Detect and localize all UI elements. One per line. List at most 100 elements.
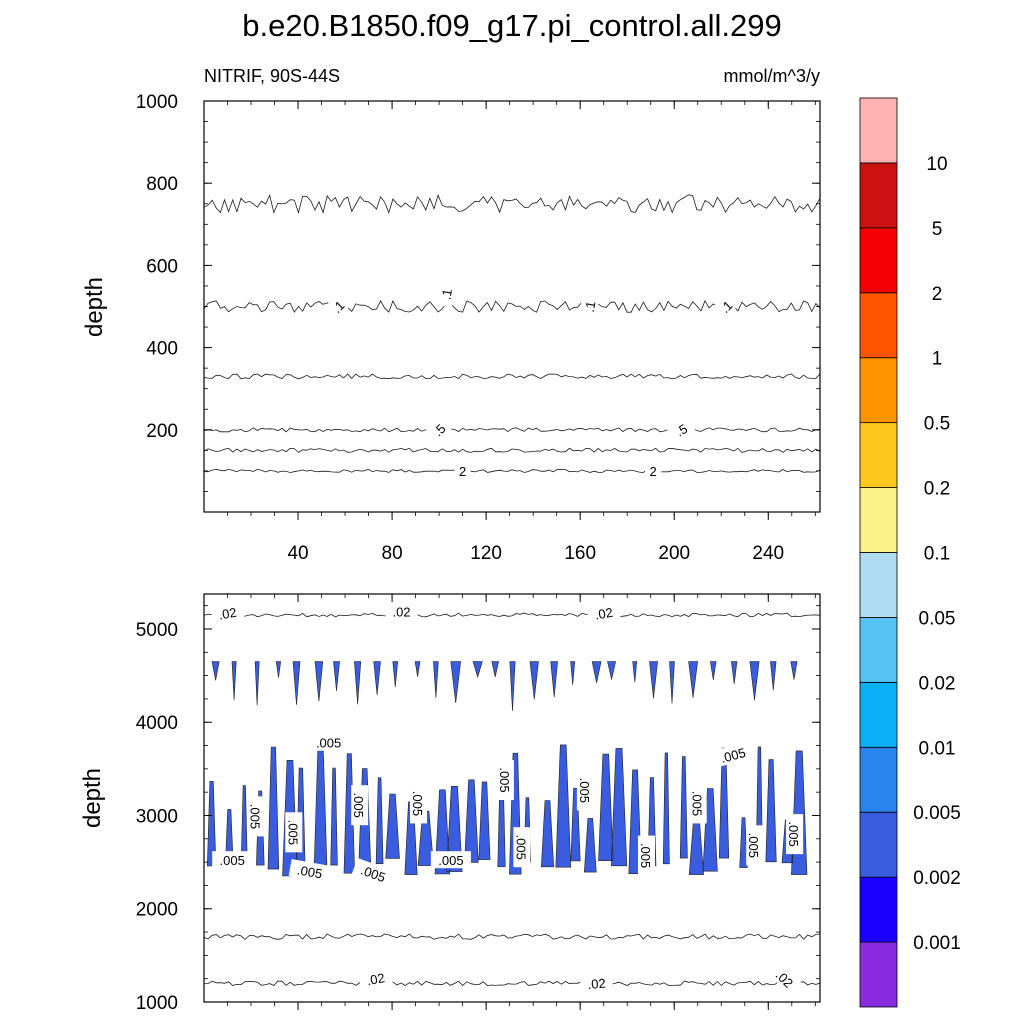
contour-label: .005 [430,851,471,869]
contour-label: .005 [689,783,707,824]
contour-label: .005 [308,733,349,751]
x-tick-label: 80 [382,543,403,564]
upper-y-axis-label: depth [81,277,108,337]
contour-label-text: .02 [217,605,237,623]
contour-label: .005 [351,858,396,888]
variable-label: NITRIF, 90S-44S [204,66,340,86]
contour-label-text: .02 [594,605,614,623]
contour-label: .005 [288,859,332,883]
y-tick-label: 4000 [136,713,178,734]
contour-label-bg [586,601,621,624]
contour-line [203,933,821,940]
colorbar-swatch [859,487,898,553]
contour-label: 2 [645,461,662,479]
contour-label: .02 [385,602,418,620]
contour-label-bg [454,461,471,479]
contour-label-text: 2 [459,464,466,479]
contour-label-bg [578,293,600,320]
contour-label-text: .005 [719,745,747,766]
contour-label: .005 [513,827,531,868]
contour-label: .005 [351,785,369,826]
contour-label-bg [210,601,245,624]
contour-label-text: .005 [359,862,388,885]
contour-label-text: .02 [365,970,385,988]
colorbar-label: 0.5 [924,414,950,435]
contour-label-bg [689,783,707,824]
contour-line [203,447,821,453]
colorbar-swatch [859,162,898,229]
y-tick-label: 800 [146,174,178,195]
colorbar-swatch [859,552,898,618]
y-tick-label: 1000 [136,993,178,1014]
y-tick-label: 3000 [136,806,178,827]
contour-label-text: .005 [296,862,324,881]
contour-label-text: .005 [438,853,463,868]
upper-depth-panel: 200 400 600 800 1000 40 80 120 160 200 240 2 2 .5 .5 .1… [136,92,821,564]
contour-label-text: .005 [497,767,512,792]
contour-label-bg [711,291,741,321]
contour-label-bg [430,851,471,869]
colorbar-label: 0.1 [924,544,950,565]
contour-label-text: .005 [690,791,705,816]
contour-label-bg [308,733,349,751]
contour-label-bg [288,859,332,883]
colorbar-swatch [859,292,898,359]
x-tick-label: 200 [658,543,690,564]
contour-label: .1 [711,291,741,321]
contour-label-text: .02 [587,976,606,993]
contour-label-bg [638,835,655,876]
colorbar-swatch [859,941,898,1008]
contour-label: .02 [767,961,803,996]
contour-label-text: .005 [410,791,425,816]
contour-label: .005 [410,783,427,824]
contour-label-bg [247,796,265,837]
contour-label: .005 [638,835,655,876]
x-tick-label: 120 [470,543,502,564]
colorbar-label: 0.002 [913,868,961,889]
y-tick-label: 600 [146,256,178,277]
contour-label-bg [513,827,531,868]
contour-label-bg [666,416,696,443]
contour-label-bg [351,858,396,888]
contour-label-text: .005 [638,843,653,868]
contour-label-text: .005 [786,821,801,846]
colorbar-label: 1 [932,349,943,370]
contour-line [203,468,821,473]
contour-label-bg [435,280,457,308]
contour-label-bg [285,812,303,853]
y-tick-label: 200 [146,421,178,442]
contour-label: .005 [247,796,265,837]
contour-label-bg [746,825,764,866]
contour-label: .02 [579,972,614,993]
contour-label: .1 [435,280,457,308]
colorbar-swatch [859,876,898,943]
contour-label-text: .005 [285,820,300,845]
contour-label-bg [645,461,662,479]
x-tick-label: 240 [752,543,784,564]
colorbar-label: 5 [932,219,943,240]
plot-frame [203,593,821,1003]
contour-label-bg [576,770,594,811]
contour-label-bg [410,783,427,824]
contour-label-bg [786,814,804,855]
near-bottom-spikes [211,661,798,712]
contour-label-text: .005 [577,778,592,803]
colorbar-swatch [859,227,898,294]
contour-label-text: .005 [316,736,341,751]
contour-label-text: .005 [351,793,366,818]
colorbar-swatch [859,617,898,683]
contour-label-text: .005 [220,853,245,868]
colorbar-swatch [859,746,898,813]
lower-depth-panel: 1000 2000 3000 4000 5000 .02 .02 .02 .005 .005 .00… [136,593,821,1014]
colorbar-label: 10 [926,154,947,175]
contour-label: 2 [454,461,471,479]
contour-label: .005 [711,741,755,768]
contour-label-bg [424,414,454,444]
y-tick-label: 2000 [136,900,178,921]
contour-line [203,373,821,380]
contour-label: .005 [496,760,514,800]
contour-label-text: .1 [582,300,599,313]
contour-label: .005 [576,770,594,811]
contour-line [203,427,821,433]
